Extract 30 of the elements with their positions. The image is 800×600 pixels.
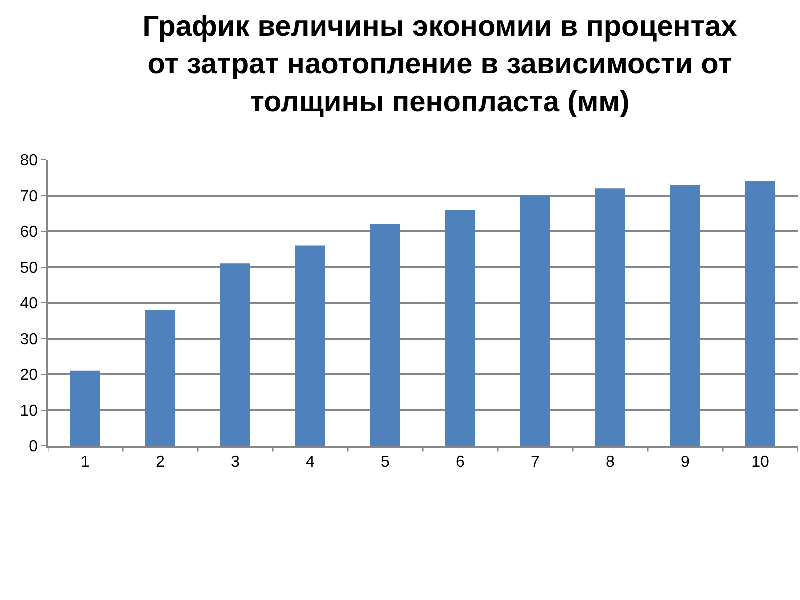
bar <box>746 181 776 446</box>
bar <box>520 196 550 446</box>
y-tick-label: 10 <box>20 402 38 420</box>
chart-title: График величины экономии в процентах от затрат наотопление в зависимости от толщины пенопласта (мм) <box>142 11 738 118</box>
y-tick-label: 20 <box>20 367 38 384</box>
bar <box>220 264 250 446</box>
x-tick-label: 9 <box>681 454 690 471</box>
bar <box>670 185 700 446</box>
y-tick-label: 40 <box>20 296 38 313</box>
y-tick-label: 30 <box>20 331 38 348</box>
x-tick-label: 4 <box>306 454 316 471</box>
x-tick-label: 10 <box>752 454 770 471</box>
bar <box>296 246 326 446</box>
y-tick-label: 0 <box>29 438 38 456</box>
y-tick-label: 60 <box>20 224 38 242</box>
bar <box>596 188 626 446</box>
bar <box>146 310 176 446</box>
x-tick-label: 1 <box>81 454 90 471</box>
x-tick-label: 3 <box>231 454 240 471</box>
y-tick-label: 50 <box>20 260 38 277</box>
x-tick-label: 7 <box>531 454 540 471</box>
bar <box>370 224 400 446</box>
y-tick-label: 70 <box>20 188 38 206</box>
bar <box>70 370 100 446</box>
y-tick-label: 80 <box>20 152 38 170</box>
x-tick-label: 6 <box>456 454 466 471</box>
x-tick-label: 5 <box>381 454 390 471</box>
bar <box>446 210 476 446</box>
x-tick-label: 8 <box>606 454 616 471</box>
x-tick-label: 2 <box>156 454 166 471</box>
